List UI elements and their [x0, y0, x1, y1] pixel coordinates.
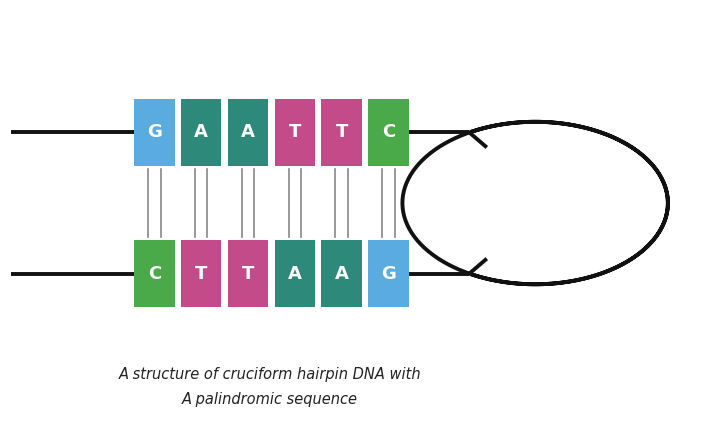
FancyBboxPatch shape: [322, 240, 362, 307]
Text: C: C: [382, 123, 395, 141]
FancyBboxPatch shape: [181, 240, 221, 307]
FancyBboxPatch shape: [228, 240, 268, 307]
Text: T: T: [242, 265, 255, 283]
FancyBboxPatch shape: [181, 99, 221, 166]
Text: G: G: [147, 123, 162, 141]
FancyBboxPatch shape: [322, 99, 362, 166]
FancyBboxPatch shape: [274, 240, 315, 307]
FancyBboxPatch shape: [134, 240, 175, 307]
Text: G: G: [381, 265, 396, 283]
Text: A: A: [194, 123, 208, 141]
Text: C: C: [148, 265, 161, 283]
Text: A structure of cruciform hairpin DNA with: A structure of cruciform hairpin DNA wit…: [118, 367, 421, 382]
Text: A palindromic sequence: A palindromic sequence: [182, 392, 358, 407]
Text: A: A: [241, 123, 255, 141]
FancyBboxPatch shape: [368, 99, 409, 166]
Text: A: A: [334, 265, 349, 283]
FancyBboxPatch shape: [134, 99, 175, 166]
Text: A: A: [288, 265, 302, 283]
Text: T: T: [288, 123, 301, 141]
Text: T: T: [335, 123, 348, 141]
FancyBboxPatch shape: [228, 99, 268, 166]
FancyBboxPatch shape: [368, 240, 409, 307]
Text: T: T: [195, 265, 207, 283]
FancyBboxPatch shape: [274, 99, 315, 166]
